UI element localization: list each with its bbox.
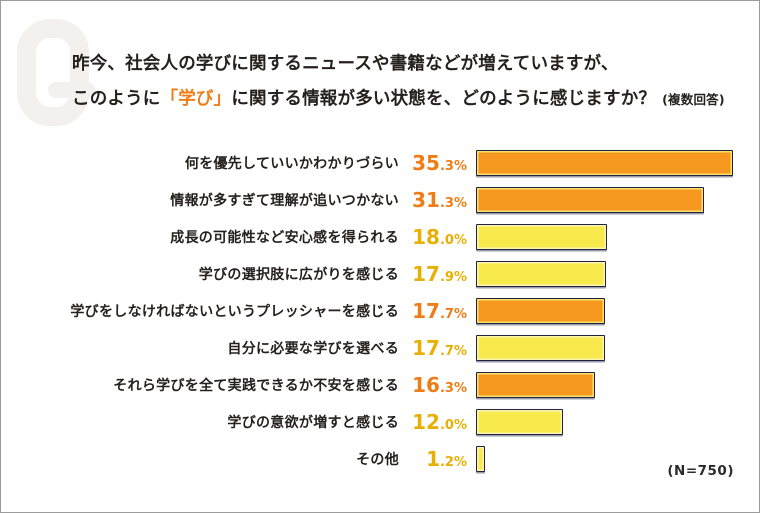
bar-value-integer: 17 bbox=[412, 261, 440, 286]
bar-value-decimal: .7% bbox=[439, 343, 467, 359]
bar-yellow bbox=[476, 408, 564, 435]
question-q-watermark-ring-icon bbox=[17, 19, 89, 126]
chart-row: 何を優先していいかわかりづらい 35.3% bbox=[1, 144, 759, 181]
question-q-watermark-tail-icon bbox=[48, 82, 95, 98]
bar-value-label: 18.0% bbox=[399, 227, 467, 247]
bar-category-label: その他 bbox=[356, 451, 399, 468]
bar-category-label: 情報が多すぎて理解が追いつかない bbox=[170, 192, 399, 209]
chart-row: 成長の可能性など安心感を得られる 18.0% bbox=[1, 218, 759, 255]
bar-orange bbox=[476, 186, 704, 213]
bar-value-label: 17.7% bbox=[399, 301, 467, 321]
bar-yellow bbox=[476, 260, 607, 287]
bar-value-integer: 12 bbox=[412, 409, 440, 434]
bar-category-label: 何を優先していいかわかりづらい bbox=[184, 155, 399, 172]
chart-row: その他 1.2% bbox=[1, 440, 759, 477]
bar-value-integer: 35 bbox=[412, 150, 440, 175]
bar-value-integer: 17 bbox=[412, 335, 440, 360]
bar-category-label: 成長の可能性など安心感を得られる bbox=[170, 229, 399, 246]
bar-category-label: それら学びを全て実践できるか不安を感じる bbox=[113, 377, 399, 394]
title-line2-pre: このように bbox=[72, 89, 161, 109]
bar-value-decimal: .7% bbox=[439, 306, 467, 322]
bar-value-label: 17.7% bbox=[399, 338, 467, 358]
bar-value-label: 1.2% bbox=[399, 449, 467, 469]
bar-value-decimal: .9% bbox=[439, 269, 467, 285]
bar-value-decimal: .0% bbox=[439, 232, 467, 248]
horizontal-bar-chart: 何を優先していいかわかりづらい 35.3% 情報が多すぎて理解が追いつかない 31.3… bbox=[1, 144, 759, 477]
title-line-1: 昨今、社会人の学びに関するニュースや書籍などが増えていますが、 bbox=[72, 54, 619, 74]
bar-value-integer: 17 bbox=[412, 298, 440, 323]
bar-value-decimal: .3% bbox=[439, 158, 467, 174]
chart-row: 学びの意欲が増すと感じる 12.0% bbox=[1, 403, 759, 440]
bar-value-decimal: .3% bbox=[439, 380, 467, 396]
bar-value-label: 31.3% bbox=[399, 190, 467, 210]
title-line2-post: に関する情報が多い状態を、どのように感じますか？ bbox=[231, 89, 657, 109]
bar-value-label: 12.0% bbox=[399, 412, 467, 432]
title-multiple-answer-note: (複数回答) bbox=[662, 92, 725, 107]
bar-value-label: 17.9% bbox=[399, 264, 467, 284]
chart-row: それら学びを全て実践できるか不安を感じる 16.3% bbox=[1, 366, 759, 403]
bar-value-integer: 16 bbox=[412, 372, 440, 397]
chart-row: 情報が多すぎて理解が追いつかない 31.3% bbox=[1, 181, 759, 218]
chart-row: 学びをしなければないというプレッシャーを感じる 17.7% bbox=[1, 292, 759, 329]
bar-orange bbox=[476, 149, 733, 176]
sample-size-label: (N=750) bbox=[667, 463, 734, 479]
bar-value-integer: 18 bbox=[412, 224, 440, 249]
bar-value-integer: 31 bbox=[412, 187, 440, 212]
bar-category-label: 学びの選択肢に広がりを感じる bbox=[198, 266, 399, 283]
survey-question-title: 昨今、社会人の学びに関するニュースや書籍などが増えていますが、 このように「学び… bbox=[72, 47, 732, 117]
bar-category-label: 学びの意欲が増すと感じる bbox=[227, 414, 399, 431]
bar-value-label: 16.3% bbox=[399, 375, 467, 395]
bar-value-decimal: .2% bbox=[439, 454, 467, 470]
bar-category-label: 自分に必要な学びを選べる bbox=[227, 340, 399, 357]
bar-category-label: 学びをしなければないというプレッシャーを感じる bbox=[70, 303, 399, 320]
bar-orange bbox=[476, 371, 595, 398]
bar-orange bbox=[476, 297, 605, 324]
bar-yellow bbox=[476, 334, 605, 361]
bar-yellow bbox=[476, 445, 485, 472]
bar-value-label: 35.3% bbox=[399, 153, 467, 173]
bar-value-decimal: .0% bbox=[439, 417, 467, 433]
bar-value-integer: 1 bbox=[426, 446, 440, 471]
title-highlight-manabi: 「学び」 bbox=[160, 89, 232, 109]
title-line-2: このように「学び」に関する情報が多い状態を、どのように感じますか？ (複数回答) bbox=[72, 82, 732, 117]
chart-row: 自分に必要な学びを選べる 17.7% bbox=[1, 329, 759, 366]
chart-row: 学びの選択肢に広がりを感じる 17.9% bbox=[1, 255, 759, 292]
bar-yellow bbox=[476, 223, 608, 250]
bar-value-decimal: .3% bbox=[439, 195, 467, 211]
